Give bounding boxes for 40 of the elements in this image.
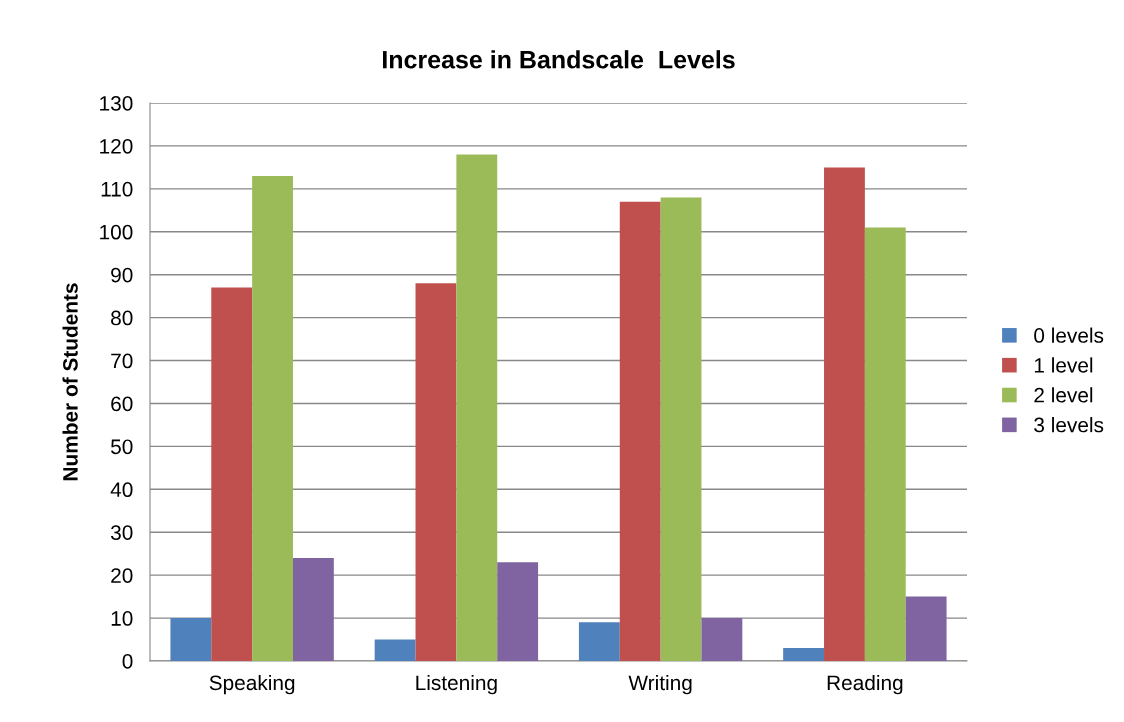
y-tick-label: 100 <box>100 224 133 240</box>
bar <box>660 197 702 661</box>
y-tick-label: 130 <box>100 96 133 111</box>
bar <box>497 562 539 661</box>
legend-label: 0 levels <box>1034 327 1104 343</box>
bar <box>170 618 212 661</box>
bar <box>374 639 416 661</box>
legend-label: 1 level <box>1034 357 1093 373</box>
x-tick-label: Speaking <box>209 674 295 695</box>
legend-label: 2 level <box>1034 387 1093 403</box>
legend-label: 3 levels <box>1034 417 1104 433</box>
y-tick-label: 0 <box>122 654 133 669</box>
bar <box>701 618 743 661</box>
y-tick-label: 110 <box>101 181 133 197</box>
y-tick-label: 80 <box>111 310 133 326</box>
bar <box>905 596 947 661</box>
y-tick-label: 30 <box>110 525 133 540</box>
bar <box>783 648 825 661</box>
y-tick-label: 50 <box>111 439 133 455</box>
y-tick-label: 60 <box>111 396 133 412</box>
x-tick-label: Reading <box>827 674 903 695</box>
bar <box>619 201 661 661</box>
bar <box>864 227 906 661</box>
x-tick-label: Writing <box>628 674 692 695</box>
bar <box>824 167 865 661</box>
bar <box>415 283 457 661</box>
bar <box>456 154 498 661</box>
y-tick-label: 40 <box>110 482 133 498</box>
bar <box>578 622 620 661</box>
y-tick-label: 90 <box>111 267 133 283</box>
chart-title: Increase in Bandscale Levels <box>383 50 735 69</box>
x-tick-label: Listening <box>416 674 497 695</box>
bar <box>211 287 253 661</box>
y-tick-label: 120 <box>100 138 133 154</box>
y-tick-label: 70 <box>111 353 133 369</box>
bar <box>292 557 334 661</box>
y-axis-title: Number of Students <box>62 283 78 481</box>
y-tick-label: 10 <box>111 611 133 626</box>
y-tick-label: 20 <box>111 568 133 583</box>
bar <box>252 175 293 661</box>
